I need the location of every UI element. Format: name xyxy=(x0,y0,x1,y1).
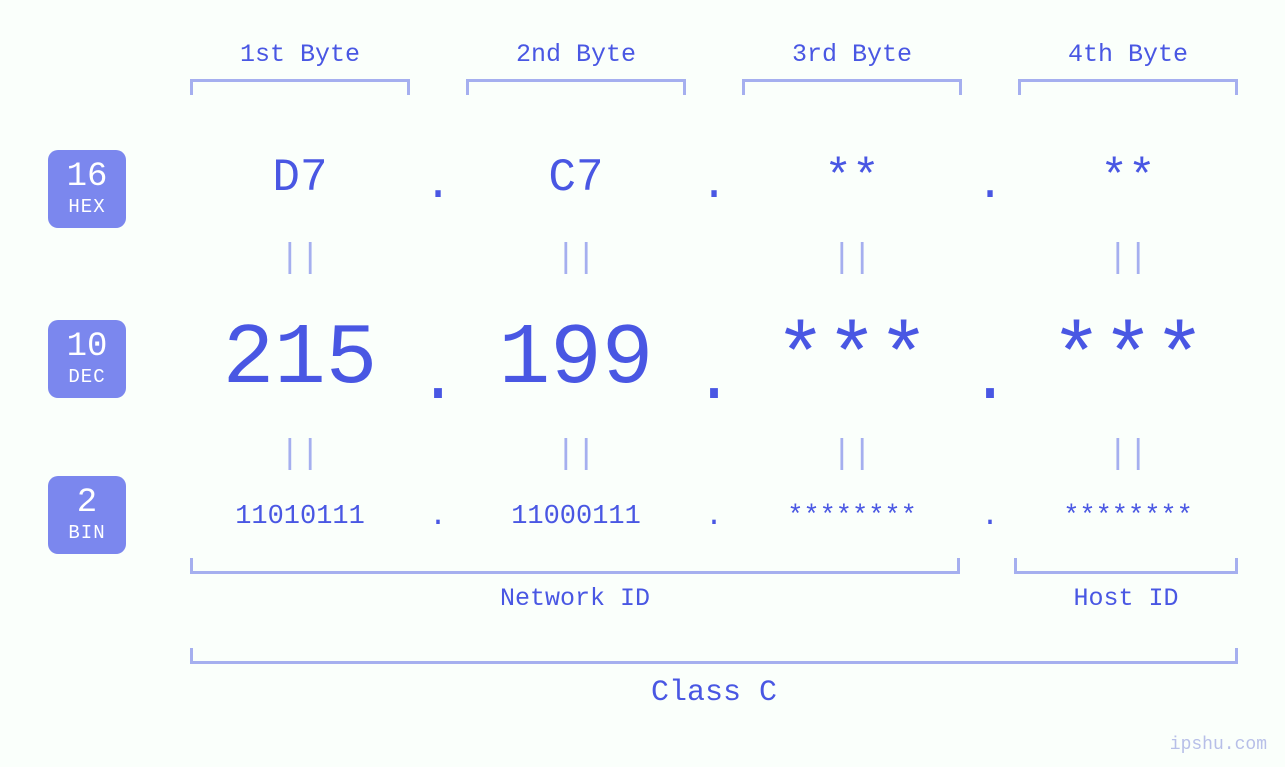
byte-header-label: 4th Byte xyxy=(1018,40,1238,69)
equals-symbol: || xyxy=(190,240,410,278)
equals-symbol: || xyxy=(1018,436,1238,474)
network-label: Network ID xyxy=(500,584,650,613)
class-label: Class C xyxy=(651,676,777,710)
byte-header-bracket xyxy=(466,79,686,95)
badge-base-number: 2 xyxy=(77,486,97,522)
hex-dot: . xyxy=(686,167,742,204)
credit-text: ipshu.com xyxy=(1170,735,1267,755)
host-id-group: Host ID xyxy=(1014,558,1238,613)
badge-base-label: HEX xyxy=(68,198,105,218)
dec-byte-1: 215 xyxy=(190,310,410,408)
dec-row: 215.199.***.*** xyxy=(190,310,1250,408)
dec-dot: . xyxy=(962,354,1018,408)
hex-byte-1: D7 xyxy=(190,152,410,204)
byte-header-3: 3rd Byte xyxy=(742,40,962,95)
byte-header-label: 1st Byte xyxy=(190,40,410,69)
equals-symbol: || xyxy=(190,436,410,474)
bin-byte-2: 11000111 xyxy=(466,502,686,532)
dec-dot: . xyxy=(410,354,466,408)
class-bracket-line xyxy=(190,648,1238,664)
base-badge-dec: 10DEC xyxy=(48,320,126,398)
bin-dot: . xyxy=(686,500,742,534)
bin-byte-1: 11010111 xyxy=(190,502,410,532)
equals-symbol: || xyxy=(1018,240,1238,278)
byte-header-label: 3rd Byte xyxy=(742,40,962,69)
base-badge-hex: 16HEX xyxy=(48,150,126,228)
base-badge-bin: 2BIN xyxy=(48,476,126,554)
hex-dot: . xyxy=(962,167,1018,204)
dec-byte-2: 199 xyxy=(466,310,686,408)
hex-byte-4: ** xyxy=(1018,152,1238,204)
byte-header-1: 1st Byte xyxy=(190,40,410,95)
hex-row: D7.C7.**.** xyxy=(190,152,1250,204)
equals-symbol: || xyxy=(466,436,686,474)
equals-symbol: || xyxy=(466,240,686,278)
class-group: Class C xyxy=(190,648,1238,710)
badge-base-number: 10 xyxy=(67,330,108,366)
equals-row-1: || || || || xyxy=(190,240,1250,278)
host-label: Host ID xyxy=(1073,584,1178,613)
dec-byte-3: *** xyxy=(742,310,962,408)
host-bracket xyxy=(1014,558,1238,574)
hex-byte-3: ** xyxy=(742,152,962,204)
byte-header-4: 4th Byte xyxy=(1018,40,1238,95)
badge-base-label: BIN xyxy=(68,524,105,544)
dec-dot: . xyxy=(686,354,742,408)
equals-row-2: || || || || xyxy=(190,436,1250,474)
hex-dot: . xyxy=(410,167,466,204)
byte-header-label: 2nd Byte xyxy=(466,40,686,69)
bin-dot: . xyxy=(962,500,1018,534)
badge-base-label: DEC xyxy=(68,368,105,388)
equals-symbol: || xyxy=(742,240,962,278)
bin-byte-3: ******** xyxy=(742,502,962,532)
badge-base-number: 16 xyxy=(67,160,108,196)
byte-header-2: 2nd Byte xyxy=(466,40,686,95)
byte-header-bracket xyxy=(742,79,962,95)
network-id-group: Network ID xyxy=(190,558,960,613)
byte-header-bracket xyxy=(190,79,410,95)
equals-symbol: || xyxy=(742,436,962,474)
dec-byte-4: *** xyxy=(1018,310,1238,408)
hex-byte-2: C7 xyxy=(466,152,686,204)
byte-headers-row: 1st Byte 2nd Byte 3rd Byte 4th Byte xyxy=(190,40,1250,95)
bin-dot: . xyxy=(410,500,466,534)
bin-byte-4: ******** xyxy=(1018,502,1238,532)
base-badges-sidebar: 16HEX 10DEC 2BIN xyxy=(48,150,126,554)
bin-row: 11010111.11000111.********.******** xyxy=(190,500,1250,534)
class-bracket: Class C xyxy=(190,648,1250,710)
byte-header-bracket xyxy=(1018,79,1238,95)
network-bracket xyxy=(190,558,960,574)
